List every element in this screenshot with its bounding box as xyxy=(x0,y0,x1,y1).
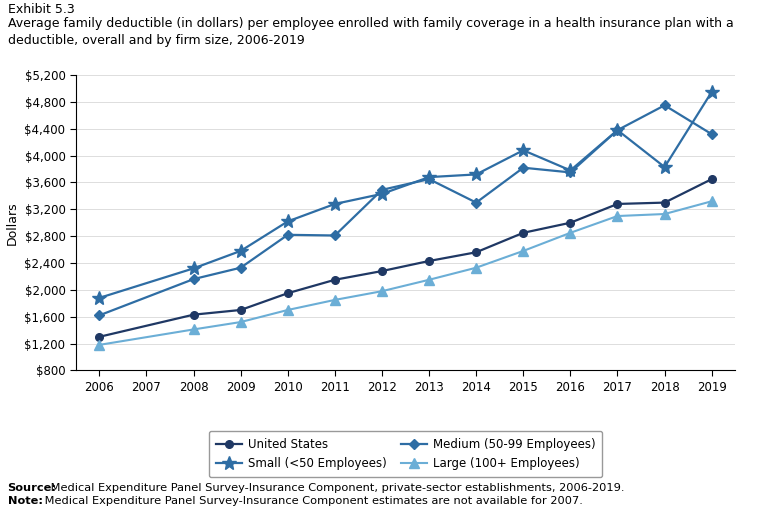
United States xyxy=(518,229,528,236)
Legend: United States, Small (<50 Employees), Medium (50-99 Employees), Large (100+ Empl: United States, Small (<50 Employees), Me… xyxy=(208,431,603,477)
Large (100+ Employees) xyxy=(707,198,716,205)
Large (100+ Employees) xyxy=(377,288,387,294)
Large (100+ Employees) xyxy=(95,342,104,348)
United States xyxy=(283,290,293,296)
Small (<50 Employees) xyxy=(95,295,104,301)
Line: United States: United States xyxy=(96,175,716,341)
Large (100+ Employees) xyxy=(566,229,575,236)
Medium (50-99 Employees) xyxy=(566,169,575,176)
Medium (50-99 Employees) xyxy=(613,127,622,133)
Small (<50 Employees) xyxy=(330,201,340,207)
Text: Average family deductible (in dollars) per employee enrolled with family coverag: Average family deductible (in dollars) p… xyxy=(8,17,733,47)
Y-axis label: Dollars: Dollars xyxy=(6,201,19,244)
Line: Medium (50-99 Employees): Medium (50-99 Employees) xyxy=(96,102,716,319)
Medium (50-99 Employees) xyxy=(330,233,340,239)
Small (<50 Employees) xyxy=(283,218,293,224)
United States xyxy=(377,268,387,274)
Large (100+ Employees) xyxy=(424,277,434,283)
Small (<50 Employees) xyxy=(377,191,387,197)
Large (100+ Employees) xyxy=(660,211,669,217)
Text: Medical Expenditure Panel Survey-Insurance Component estimates are not available: Medical Expenditure Panel Survey-Insuran… xyxy=(41,496,583,506)
Small (<50 Employees) xyxy=(707,89,716,95)
Medium (50-99 Employees) xyxy=(424,176,434,182)
Small (<50 Employees) xyxy=(236,248,246,254)
United States xyxy=(95,334,104,340)
Text: Medical Expenditure Panel Survey-Insurance Component, private-sector establishme: Medical Expenditure Panel Survey-Insuran… xyxy=(47,483,625,493)
Small (<50 Employees) xyxy=(189,265,198,271)
Text: Exhibit 5.3: Exhibit 5.3 xyxy=(8,3,74,16)
Text: Source:: Source: xyxy=(8,483,57,493)
Small (<50 Employees) xyxy=(613,127,622,133)
Large (100+ Employees) xyxy=(471,265,481,271)
United States xyxy=(471,249,481,255)
Medium (50-99 Employees) xyxy=(95,312,104,319)
United States xyxy=(189,311,198,318)
Small (<50 Employees) xyxy=(424,174,434,180)
Large (100+ Employees) xyxy=(189,326,198,333)
Medium (50-99 Employees) xyxy=(236,265,246,271)
Small (<50 Employees) xyxy=(660,164,669,170)
United States xyxy=(330,277,340,283)
United States xyxy=(613,201,622,207)
Line: Large (100+ Employees): Large (100+ Employees) xyxy=(95,197,716,349)
Medium (50-99 Employees) xyxy=(471,199,481,206)
United States xyxy=(707,176,716,182)
Medium (50-99 Employees) xyxy=(189,276,198,282)
United States xyxy=(236,307,246,313)
United States xyxy=(660,199,669,206)
Medium (50-99 Employees) xyxy=(707,131,716,137)
Small (<50 Employees) xyxy=(566,167,575,174)
Medium (50-99 Employees) xyxy=(377,187,387,193)
United States xyxy=(424,258,434,264)
Medium (50-99 Employees) xyxy=(518,165,528,171)
Small (<50 Employees) xyxy=(518,147,528,153)
Large (100+ Employees) xyxy=(330,297,340,303)
Medium (50-99 Employees) xyxy=(283,232,293,238)
Small (<50 Employees) xyxy=(471,171,481,178)
Line: Small (<50 Employees): Small (<50 Employees) xyxy=(92,85,719,305)
Medium (50-99 Employees) xyxy=(660,102,669,108)
Large (100+ Employees) xyxy=(613,213,622,219)
Text: Note:: Note: xyxy=(8,496,42,506)
United States xyxy=(566,220,575,226)
Large (100+ Employees) xyxy=(236,319,246,325)
Large (100+ Employees) xyxy=(283,307,293,313)
Large (100+ Employees) xyxy=(518,248,528,254)
